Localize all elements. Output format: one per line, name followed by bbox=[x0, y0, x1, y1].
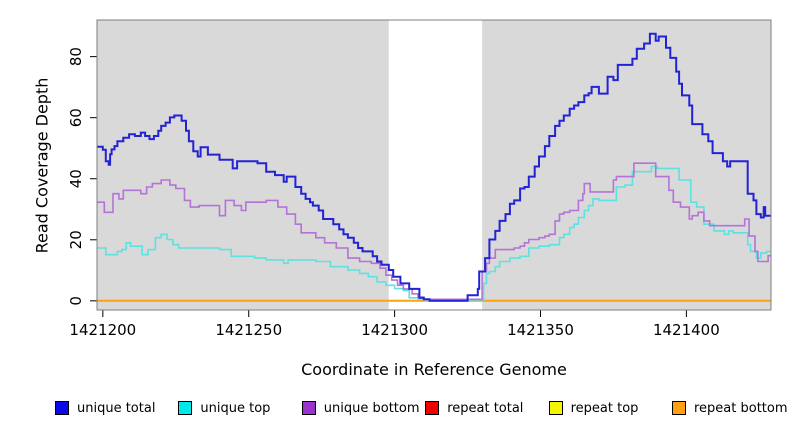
series-line-unique-total bbox=[97, 32, 771, 302]
legend-swatch-unique-top bbox=[178, 401, 193, 415]
x-tick-label: 1421350 bbox=[507, 321, 574, 339]
legend-swatch-repeat-total bbox=[425, 401, 440, 415]
legend-label: unique bottom bbox=[323, 400, 420, 416]
legend-swatch-unique-bottom bbox=[301, 401, 316, 415]
legend-item-repeat-bottom: repeat bottom bbox=[672, 400, 788, 416]
legend-label: repeat bottom bbox=[694, 400, 788, 416]
legend-swatch-unique-total bbox=[55, 401, 69, 415]
x-axis-title: Coordinate in Reference Genome bbox=[301, 360, 567, 379]
x-tick-label: 1421250 bbox=[215, 321, 282, 339]
legend-swatch-repeat-top bbox=[548, 401, 563, 415]
y-tick-label: 20 bbox=[67, 230, 85, 249]
legend-label: repeat total bbox=[447, 400, 524, 416]
x-tick-label: 1421300 bbox=[361, 321, 428, 339]
plot-border bbox=[96, 19, 772, 311]
y-tick-label: 0 bbox=[67, 296, 85, 306]
legend: unique total unique top unique bottom repea… bbox=[0, 400, 792, 422]
y-tick-label: 60 bbox=[67, 108, 85, 127]
x-tick-label: 1421400 bbox=[653, 321, 720, 339]
y-tick-label: 80 bbox=[67, 47, 85, 66]
legend-item-unique-top: unique top bbox=[178, 400, 270, 416]
legend-item-repeat-top: repeat top bbox=[548, 400, 639, 416]
highlight-band bbox=[388, 20, 483, 310]
legend-item-repeat-total: repeat total bbox=[425, 400, 523, 416]
y-tick-label: 40 bbox=[67, 169, 85, 188]
legend-label: unique top bbox=[200, 400, 271, 416]
legend-label: unique total bbox=[77, 400, 156, 416]
y-axis-title: Read Coverage Depth bbox=[32, 77, 52, 254]
legend-swatch-repeat-bottom bbox=[672, 401, 686, 415]
legend-item-unique-total: unique total bbox=[55, 400, 155, 416]
legend-item-unique-bottom: unique bottom bbox=[301, 400, 420, 416]
series-line-unique-top bbox=[97, 165, 771, 301]
x-tick-label: 1421200 bbox=[69, 321, 136, 339]
legend-label: repeat top bbox=[570, 400, 639, 416]
